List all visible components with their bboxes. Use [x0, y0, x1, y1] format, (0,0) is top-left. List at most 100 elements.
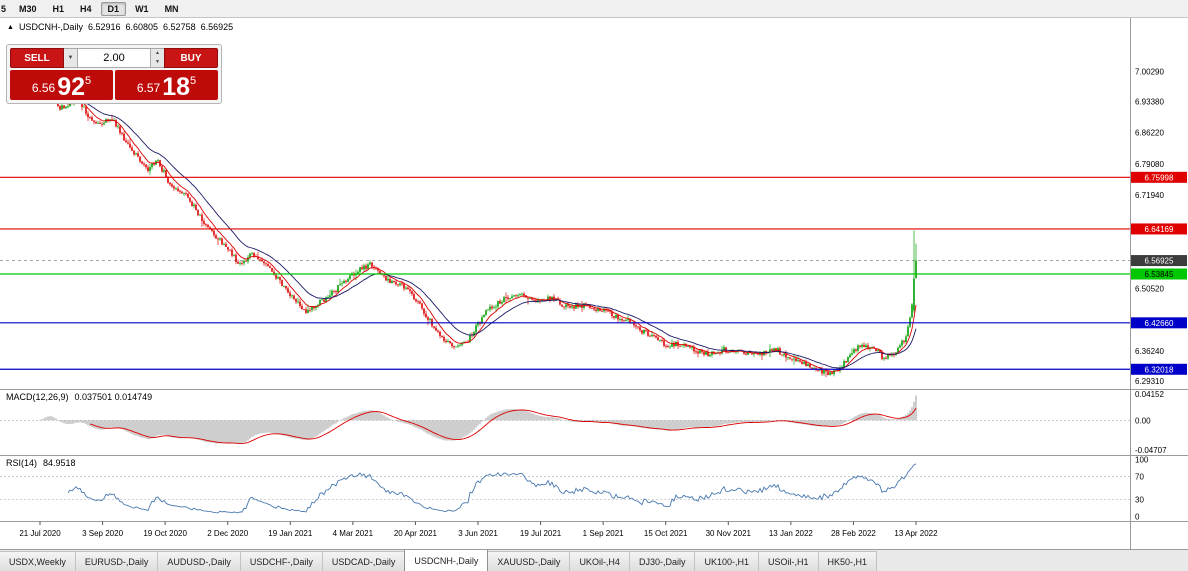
tab-dj30-daily[interactable]: DJ30-,Daily: [628, 551, 696, 571]
price-axis-tick: 6.50520: [1135, 285, 1164, 294]
level-price-label: 6.75998: [1131, 171, 1187, 183]
date-axis-label: 19 Jan 2021: [268, 529, 313, 538]
tab-audusd-daily[interactable]: AUDUSD-,Daily: [157, 551, 241, 571]
rsi-axis-tick: 70: [1135, 473, 1144, 482]
price-axis-tick: 6.71940: [1135, 191, 1164, 200]
sell-price-main: 6.56: [31, 81, 56, 95]
rsi-name: RSI(14): [6, 458, 38, 468]
volume-stepper: ▲ ▼: [150, 48, 164, 68]
price-chart-canvas[interactable]: 7.00290 6.93380 6.86220 6.79080 6.71940 6.505…: [0, 18, 1188, 549]
macd-values: 0.037501 0.014749: [74, 392, 153, 402]
date-axis-label: 30 Nov 2021: [706, 529, 752, 538]
moving-average-21: [79, 100, 917, 369]
rsi-indicator-label: RSI(14) 84.9518: [6, 458, 76, 468]
svg-text:6.64169: 6.64169: [1145, 225, 1174, 234]
macd-axis-tick: 0.00: [1135, 416, 1151, 425]
price-axis-tick: 6.79080: [1135, 160, 1164, 169]
date-axis-label: 1 Sep 2021: [583, 529, 624, 538]
timeframe-button-partial[interactable]: 5: [1, 3, 7, 14]
volume-stepper-down[interactable]: ▼: [155, 59, 160, 65]
ohlc-low: 6.52758: [163, 22, 196, 32]
svg-text:6.42660: 6.42660: [1145, 319, 1174, 328]
chart-tabs-bar: USDX,Weekly EURUSD-,Daily AUDUSD-,Daily USD…: [0, 549, 1188, 571]
chart-collapse-icon[interactable]: ▲: [7, 23, 14, 31]
date-axis-label: 13 Apr 2022: [894, 529, 938, 538]
timeframe-buttons: M30 H1 H4 D1 W1 MN: [11, 1, 187, 16]
sell-price-display[interactable]: 6.56 92 5: [10, 70, 113, 100]
svg-text:6.53845: 6.53845: [1145, 270, 1174, 279]
date-axis-label: 13 Jan 2022: [769, 529, 814, 538]
volume-stepper-up[interactable]: ▲: [155, 50, 160, 56]
date-axis-label: 2 Dec 2020: [207, 529, 248, 538]
sell-price-pips: 92: [57, 72, 86, 101]
level-price-label: 6.53845: [1131, 268, 1187, 280]
price-axis-tick: 6.29310: [1135, 377, 1164, 386]
volume-dropdown-button[interactable]: ▼: [64, 48, 78, 68]
moving-average-8: [53, 91, 917, 373]
timeframe-toolbar: 5 M30 H1 H4 D1 W1 MN: [0, 0, 1188, 18]
timeframe-button-mn[interactable]: MN: [164, 3, 179, 14]
sell-price-point: 5: [85, 75, 92, 87]
tab-uk100-h1[interactable]: UK100-,H1: [694, 551, 759, 571]
buy-button[interactable]: BUY: [164, 48, 218, 68]
tab-xauusd-daily[interactable]: XAUUSD-,Daily: [487, 551, 571, 571]
date-axis-label: 19 Oct 2020: [143, 529, 187, 538]
date-axis-label: 19 Jul 2021: [520, 529, 562, 538]
rsi-value: 84.9518: [43, 458, 76, 468]
date-axis-label: 21 Jul 2020: [19, 529, 61, 538]
ohlc-open: 6.52916: [87, 22, 121, 32]
tab-usdx-weekly[interactable]: USDX,Weekly: [0, 551, 76, 571]
buy-price-pips: 18: [162, 72, 191, 101]
volume-input[interactable]: 2.00: [78, 48, 150, 68]
level-price-label: 6.64169: [1131, 223, 1187, 235]
svg-text:6.32018: 6.32018: [1145, 365, 1174, 374]
date-axis-label: 4 Mar 2021: [333, 529, 374, 538]
tab-usdcad-daily[interactable]: USDCAD-,Daily: [321, 551, 406, 571]
timeframe-button-d1[interactable]: D1: [100, 1, 127, 16]
timeframe-button-h4[interactable]: H4: [80, 3, 92, 14]
tab-eurusd-daily[interactable]: EURUSD-,Daily: [74, 551, 159, 571]
date-axis-label: 3 Jun 2021: [458, 529, 498, 538]
chart-symbol-title: USDCNH-,Daily: [18, 22, 83, 32]
date-axis-label: 20 Apr 2021: [394, 529, 438, 538]
tab-usoil-h1[interactable]: USOil-,H1: [758, 551, 819, 571]
buy-price-point: 5: [190, 75, 197, 87]
timeframe-button-h1[interactable]: H1: [52, 3, 65, 14]
ohlc-close: 6.56925: [200, 22, 234, 32]
tab-usdcnh-daily[interactable]: USDCNH-,Daily: [404, 550, 489, 571]
chart-area[interactable]: 7.00290 6.93380 6.86220 6.79080 6.71940 6.505…: [0, 18, 1188, 549]
rsi-axis-tick: 100: [1135, 455, 1149, 464]
price-axis-tick: 7.00290: [1135, 67, 1164, 76]
tab-usdchf-daily[interactable]: USDCHF-,Daily: [239, 551, 323, 571]
price-axis-tick: 6.86220: [1135, 129, 1164, 138]
svg-text:6.75998: 6.75998: [1145, 173, 1174, 182]
rsi-axis-tick: 0: [1135, 512, 1140, 521]
date-axis-label: 28 Feb 2022: [831, 529, 876, 538]
rsi-line: [67, 463, 917, 514]
rsi-axis-tick: 30: [1135, 495, 1144, 504]
tab-ukoil-h4[interactable]: UKOil-,H4: [569, 551, 630, 571]
price-axis-tick: 6.36240: [1135, 347, 1164, 356]
buy-price-main: 6.57: [136, 81, 161, 95]
chart-header: ▲ USDCNH-,Daily 6.52916 6.60805 6.52758 …: [7, 22, 233, 32]
macd-indicator-label: MACD(12,26,9) 0.037501 0.014749: [6, 392, 152, 402]
one-click-trade-panel: SELL ▼ 2.00 ▲ ▼ BUY 6.56 92 5 6.57 18: [6, 44, 222, 104]
macd-axis-tick: 0.04152: [1135, 390, 1164, 399]
current-price-label: 6.56925: [1131, 255, 1187, 267]
tab-hk50-h1[interactable]: HK50-,H1: [817, 551, 878, 571]
buy-price-display[interactable]: 6.57 18 5: [115, 70, 218, 100]
level-price-label: 6.32018: [1131, 363, 1187, 375]
price-axis-tick: 6.93380: [1135, 97, 1164, 106]
level-price-label: 6.42660: [1131, 317, 1187, 329]
svg-text:6.56925: 6.56925: [1145, 257, 1174, 266]
timeframe-button-m30[interactable]: M30: [19, 3, 37, 14]
macd-axis-tick: -0.04707: [1135, 446, 1167, 455]
macd-signal-line: [89, 407, 917, 444]
sell-button[interactable]: SELL: [10, 48, 64, 68]
ohlc-high: 6.60805: [125, 22, 159, 32]
date-axis-label: 15 Oct 2021: [644, 529, 688, 538]
macd-histogram: [39, 395, 917, 444]
timeframe-button-w1[interactable]: W1: [135, 3, 149, 14]
macd-name: MACD(12,26,9): [6, 392, 69, 402]
date-axis-label: 3 Sep 2020: [82, 529, 123, 538]
